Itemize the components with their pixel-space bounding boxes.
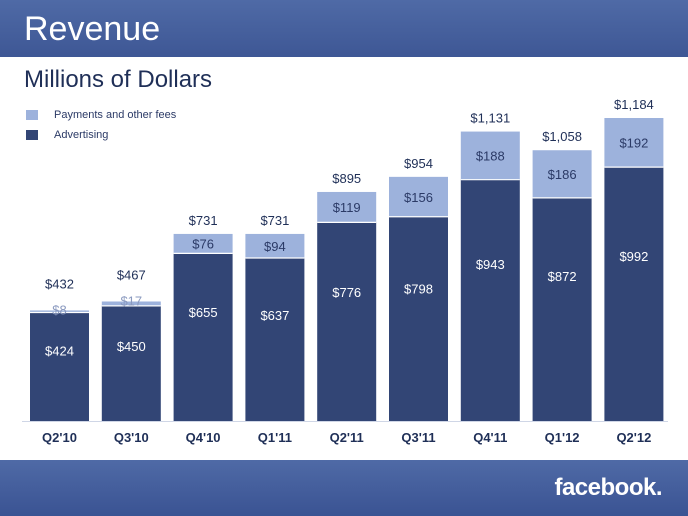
bar-advertising xyxy=(532,197,592,421)
legend-item-advertising: Advertising xyxy=(26,126,176,144)
bar-payments xyxy=(245,233,305,258)
data-label-payments: $192 xyxy=(619,136,648,151)
bar-advertising xyxy=(101,305,161,421)
data-label-payments: $94 xyxy=(264,239,286,254)
footer-bar: facebook. xyxy=(0,460,688,516)
legend-label-payments: Payments and other fees xyxy=(54,109,177,121)
bar-payments xyxy=(317,191,377,223)
bar-advertising xyxy=(245,257,305,421)
data-label-advertising: $943 xyxy=(476,257,505,272)
bar-payments xyxy=(30,310,89,313)
chart-subtitle: Millions of Dollars xyxy=(24,66,213,93)
data-label-advertising: $637 xyxy=(260,308,289,323)
data-label-total: $954 xyxy=(404,156,433,171)
data-label-payments: $186 xyxy=(548,167,577,182)
x-tick-label: Q3'10 xyxy=(114,430,149,445)
data-label-advertising: $872 xyxy=(548,269,577,284)
bar-advertising xyxy=(317,222,377,421)
x-tick-label: Q4'11 xyxy=(473,430,507,445)
data-label-total: $1,058 xyxy=(542,129,582,144)
bar-payments xyxy=(460,131,520,180)
legend-swatch-payments xyxy=(26,110,38,120)
data-label-payments: $188 xyxy=(476,149,505,164)
bar-payments xyxy=(101,301,161,306)
x-tick-label: Q2'11 xyxy=(330,430,364,445)
x-tick-label: Q1'12 xyxy=(545,430,580,445)
bar-payments xyxy=(389,176,448,217)
bar-advertising xyxy=(460,179,520,421)
data-label-total: $432 xyxy=(45,276,74,291)
data-label-advertising: $992 xyxy=(619,249,648,264)
x-tick-label: Q2'12 xyxy=(616,430,651,445)
data-label-total: $731 xyxy=(260,213,289,228)
x-tick-label: Q3'11 xyxy=(401,430,435,445)
legend-item-payments: Payments and other fees xyxy=(26,106,176,124)
data-label-payments: $76 xyxy=(192,237,214,252)
x-tick-label: Q2'10 xyxy=(42,430,77,445)
legend-swatch-advertising xyxy=(26,130,38,140)
data-label-total: $731 xyxy=(189,213,218,228)
chart-legend: Payments and other fees Advertising xyxy=(26,106,176,146)
header-bar: Revenue xyxy=(0,0,688,57)
data-label-advertising: $655 xyxy=(189,305,218,320)
revenue-bar-chart: $424 $8 $432 Q2'10 $450 $17 $467 Q3'10 $655 $76 $7… xyxy=(22,97,668,445)
data-label-total: $895 xyxy=(332,171,361,186)
data-label-advertising: $798 xyxy=(404,281,433,296)
data-label-advertising: $450 xyxy=(117,339,146,354)
bar-advertising xyxy=(173,253,233,421)
data-label-advertising: $424 xyxy=(45,343,74,358)
data-label-payments: $17 xyxy=(120,293,142,308)
x-tick-label: Q4'10 xyxy=(186,430,221,445)
bar-advertising xyxy=(389,216,448,421)
data-label-total: $467 xyxy=(117,267,146,282)
x-tick-label: Q1'11 xyxy=(258,430,292,445)
page-title: Revenue xyxy=(24,10,161,48)
data-label-payments: $8 xyxy=(52,302,66,317)
data-label-payments: $119 xyxy=(333,200,361,215)
data-label-advertising: $776 xyxy=(332,285,361,300)
bar-payments xyxy=(532,150,592,198)
bar-advertising xyxy=(604,167,664,421)
data-label-total: $1,131 xyxy=(470,111,510,126)
data-label-total: $1,184 xyxy=(614,97,654,112)
bar-advertising xyxy=(30,312,89,421)
facebook-logo: facebook. xyxy=(554,474,662,501)
legend-label-advertising: Advertising xyxy=(54,129,109,141)
bar-payments xyxy=(173,233,233,254)
bar-payments xyxy=(604,118,664,168)
data-label-payments: $156 xyxy=(404,190,433,205)
